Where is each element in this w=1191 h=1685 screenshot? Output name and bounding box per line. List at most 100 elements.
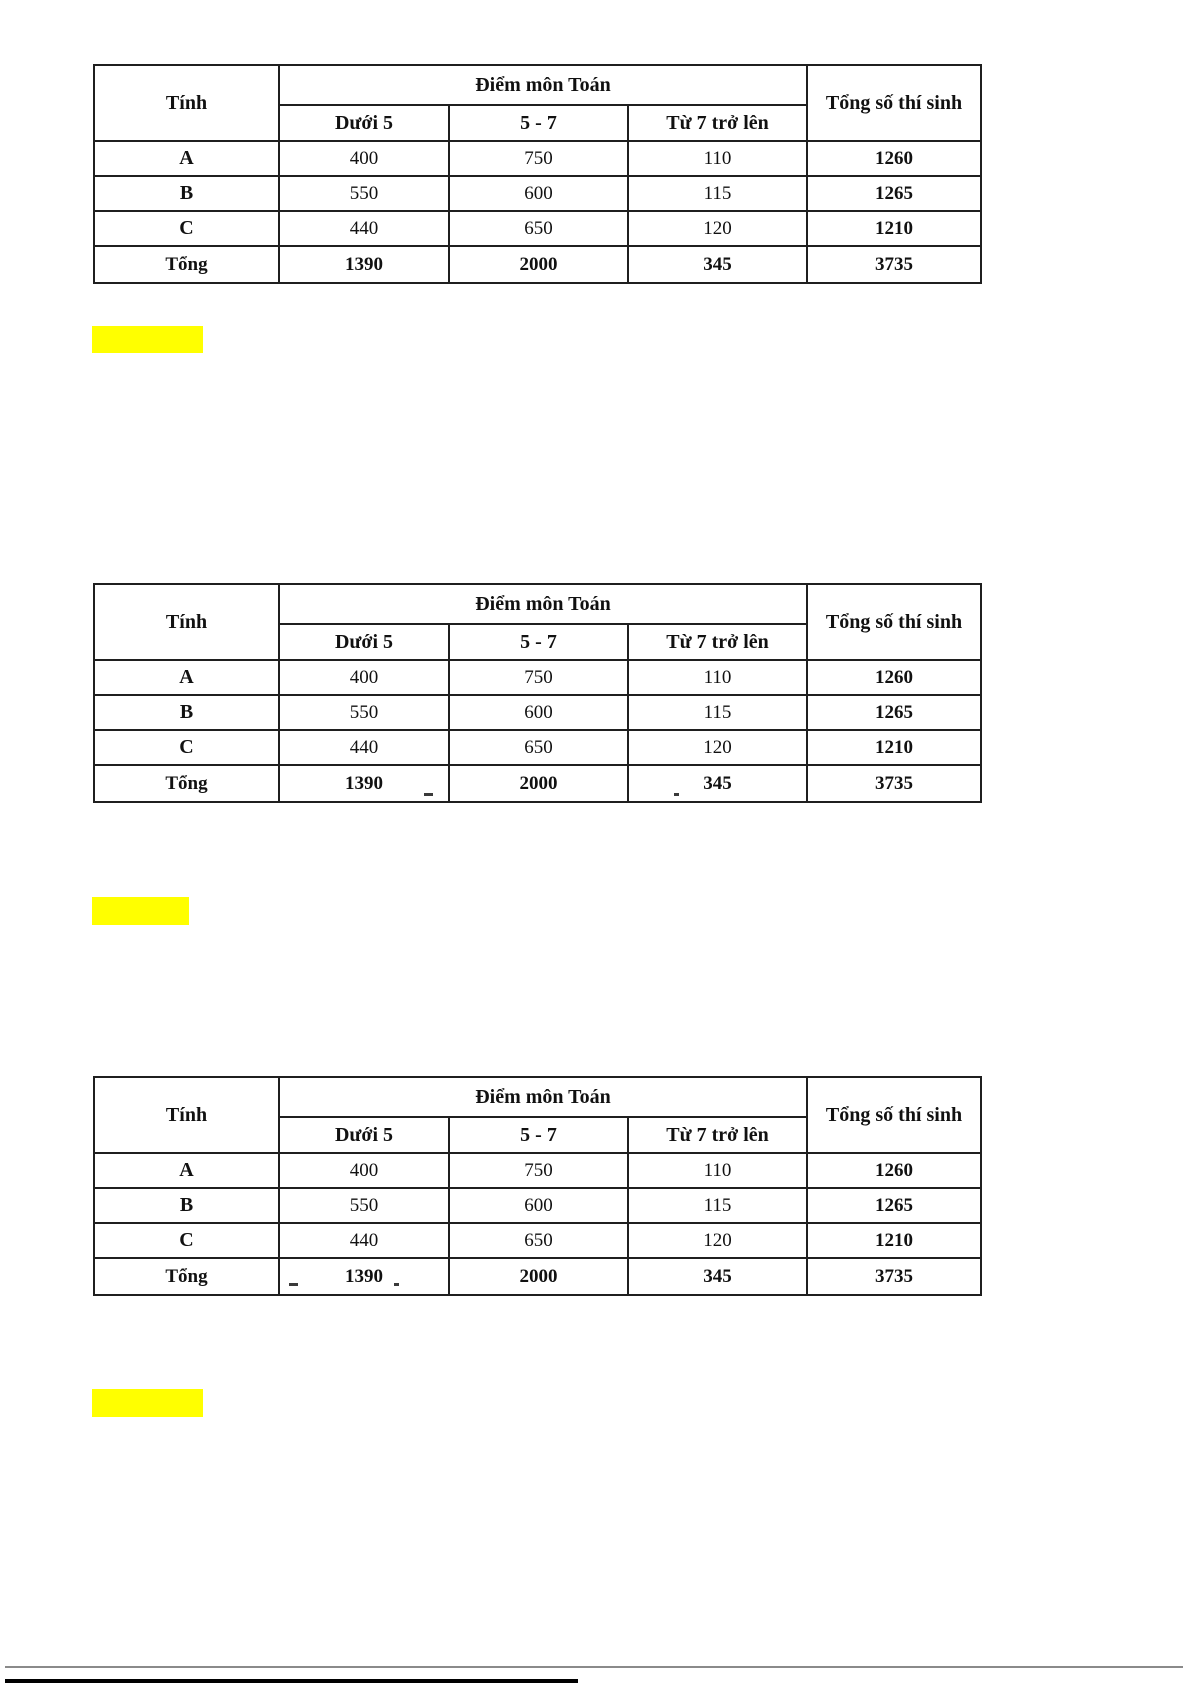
header-cell-province: Tính bbox=[93, 583, 280, 661]
table-row-c: C 440 650 120 1210 bbox=[93, 729, 982, 766]
score-table-3: Tính Điểm môn Toán Tổng số thí sinh Dưới… bbox=[93, 1076, 982, 1296]
cell-row-total: 1265 bbox=[806, 694, 982, 731]
text-artifact bbox=[289, 1283, 298, 1286]
cell-value: 750 bbox=[448, 659, 629, 696]
cell-row-total: 1260 bbox=[806, 140, 982, 177]
table-row-c: C 440 650 120 1210 bbox=[93, 1222, 982, 1259]
cell-row-total: 1260 bbox=[806, 659, 982, 696]
cell-value: 550 bbox=[278, 1187, 450, 1224]
header-row-main: Tính Điểm môn Toán Tổng số thí sinh bbox=[93, 1076, 982, 1154]
score-table-1: Tính Điểm môn Toán Tổng số thí sinh Dưới… bbox=[93, 64, 982, 284]
header-cell-below5: Dưới 5 bbox=[278, 623, 450, 661]
text-artifact bbox=[394, 1283, 399, 1286]
cell-value: 115 bbox=[627, 694, 808, 731]
cell-value: 650 bbox=[448, 1222, 629, 1259]
cell-row-label: C bbox=[93, 1222, 280, 1259]
cell-value: 115 bbox=[627, 175, 808, 212]
cell-value: 120 bbox=[627, 1222, 808, 1259]
cell-value: 2000 bbox=[448, 1257, 629, 1296]
cell-value: 110 bbox=[627, 1152, 808, 1189]
header-cell-math-score: Điểm môn Toán bbox=[278, 1076, 808, 1118]
table-row-b: B 550 600 115 1265 bbox=[93, 1187, 982, 1224]
cell-value: 345 bbox=[627, 764, 808, 803]
header-cell-below5: Dưới 5 bbox=[278, 104, 450, 142]
header-cell-5to7: 5 - 7 bbox=[448, 104, 629, 142]
cell-value: 600 bbox=[448, 175, 629, 212]
cell-value: 550 bbox=[278, 175, 450, 212]
bottom-divider-black bbox=[5, 1679, 578, 1683]
table-row-total: Tổng 1390 2000 345 3735 bbox=[93, 764, 982, 803]
cell-value: 1390 bbox=[278, 245, 450, 284]
cell-row-total: 1210 bbox=[806, 1222, 982, 1259]
cell-row-label: Tổng bbox=[93, 1257, 280, 1296]
cell-row-label: A bbox=[93, 140, 280, 177]
cell-row-label: A bbox=[93, 1152, 280, 1189]
cell-value: 650 bbox=[448, 729, 629, 766]
header-cell-7up: Từ 7 trở lên bbox=[627, 1116, 808, 1154]
header-row-sub: Dưới 5 5 - 7 Từ 7 trở lên bbox=[94, 623, 981, 661]
cell-value: 1390 bbox=[278, 764, 450, 803]
header-cell-total: Tổng số thí sinh bbox=[806, 583, 982, 661]
table-row-total: Tổng 1390 2000 345 3735 bbox=[93, 245, 982, 284]
cell-row-total: 3735 bbox=[806, 764, 982, 803]
cell-row-label: A bbox=[93, 659, 280, 696]
text-artifact bbox=[424, 793, 433, 796]
score-table-2: Tính Điểm môn Toán Tổng số thí sinh Dưới… bbox=[93, 583, 982, 803]
cell-value: 110 bbox=[627, 140, 808, 177]
header-row-sub: Dưới 5 5 - 7 Từ 7 trở lên bbox=[94, 104, 981, 142]
highlight-block-2 bbox=[92, 897, 189, 925]
text-artifact bbox=[674, 793, 679, 796]
header-cell-math-score: Điểm môn Toán bbox=[278, 64, 808, 106]
header-row-main: Tính Điểm môn Toán Tổng số thí sinh bbox=[93, 583, 982, 661]
cell-value: 400 bbox=[278, 140, 450, 177]
cell-row-label: Tổng bbox=[93, 245, 280, 284]
cell-value: 750 bbox=[448, 1152, 629, 1189]
header-cell-5to7: 5 - 7 bbox=[448, 1116, 629, 1154]
header-cell-math-score: Điểm môn Toán bbox=[278, 583, 808, 625]
cell-value: 2000 bbox=[448, 245, 629, 284]
cell-value: 400 bbox=[278, 659, 450, 696]
cell-value: 650 bbox=[448, 210, 629, 247]
cell-value: 550 bbox=[278, 694, 450, 731]
header-cell-7up: Từ 7 trở lên bbox=[627, 623, 808, 661]
header-row-main: Tính Điểm môn Toán Tổng số thí sinh bbox=[93, 64, 982, 142]
cell-row-total: 3735 bbox=[806, 1257, 982, 1296]
cell-value: 120 bbox=[627, 729, 808, 766]
cell-value: 440 bbox=[278, 210, 450, 247]
cell-value: 440 bbox=[278, 1222, 450, 1259]
cell-value: 440 bbox=[278, 729, 450, 766]
header-cell-below5: Dưới 5 bbox=[278, 1116, 450, 1154]
table-row-total: Tổng 1390 2000 345 3735 bbox=[93, 1257, 982, 1296]
table-row-b: B 550 600 115 1265 bbox=[93, 694, 982, 731]
cell-value: 400 bbox=[278, 1152, 450, 1189]
header-cell-total: Tổng số thí sinh bbox=[806, 1076, 982, 1154]
cell-row-label: B bbox=[93, 175, 280, 212]
bottom-divider-gray bbox=[5, 1666, 1183, 1668]
table-row-c: C 440 650 120 1210 bbox=[93, 210, 982, 247]
header-cell-province: Tính bbox=[93, 64, 280, 142]
header-cell-province: Tính bbox=[93, 1076, 280, 1154]
cell-value: 120 bbox=[627, 210, 808, 247]
header-row-sub: Dưới 5 5 - 7 Từ 7 trở lên bbox=[94, 1116, 981, 1154]
table-row-a: A 400 750 110 1260 bbox=[93, 1152, 982, 1189]
cell-value: 345 bbox=[627, 1257, 808, 1296]
cell-value: 600 bbox=[448, 694, 629, 731]
table-row-a: A 400 750 110 1260 bbox=[93, 140, 982, 177]
cell-value: 345 bbox=[627, 245, 808, 284]
header-cell-7up: Từ 7 trở lên bbox=[627, 104, 808, 142]
cell-row-label: C bbox=[93, 729, 280, 766]
cell-row-total: 1210 bbox=[806, 210, 982, 247]
cell-row-total: 1260 bbox=[806, 1152, 982, 1189]
cell-row-total: 1210 bbox=[806, 729, 982, 766]
table-row-a: A 400 750 110 1260 bbox=[93, 659, 982, 696]
cell-value: 110 bbox=[627, 659, 808, 696]
highlight-block-1 bbox=[92, 326, 203, 353]
cell-row-total: 3735 bbox=[806, 245, 982, 284]
cell-row-label: B bbox=[93, 1187, 280, 1224]
cell-row-total: 1265 bbox=[806, 175, 982, 212]
cell-row-label: C bbox=[93, 210, 280, 247]
cell-value: 600 bbox=[448, 1187, 629, 1224]
table-row-b: B 550 600 115 1265 bbox=[93, 175, 982, 212]
cell-row-label: Tổng bbox=[93, 764, 280, 803]
